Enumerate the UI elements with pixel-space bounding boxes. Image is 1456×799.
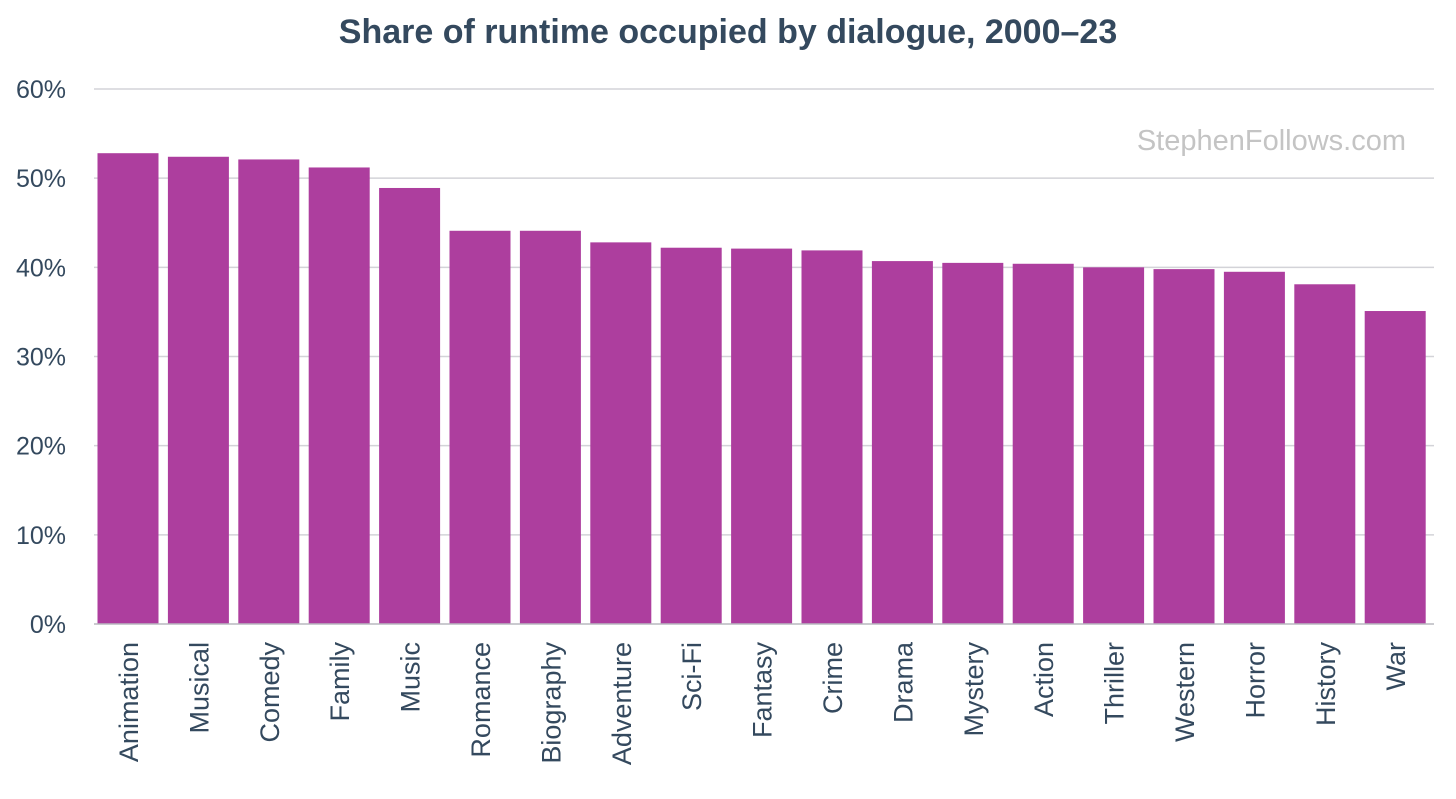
- chart-title: Share of runtime occupied by dialogue, 2…: [339, 13, 1117, 51]
- x-category-label: Family: [325, 642, 355, 722]
- y-tick-label: 0%: [30, 611, 66, 639]
- watermark: StephenFollows.com: [1137, 125, 1406, 157]
- x-category-label: Drama: [888, 641, 918, 723]
- bar-crime: [801, 250, 863, 624]
- bar-adventure: [590, 242, 652, 624]
- x-category-label: War: [1381, 642, 1411, 691]
- bar-thriller: [1083, 267, 1145, 624]
- bar-drama: [871, 261, 933, 624]
- bar-musical: [167, 156, 229, 624]
- bar-horror: [1223, 271, 1285, 624]
- bar-romance: [449, 230, 511, 624]
- x-category-label: Horror: [1240, 642, 1270, 719]
- bars: [97, 153, 1426, 625]
- x-category-label: Biography: [536, 642, 566, 764]
- bar-western: [1153, 269, 1215, 624]
- x-category-label: Fantasy: [748, 642, 778, 739]
- bar-comedy: [238, 159, 300, 625]
- bar-music: [379, 187, 441, 624]
- y-tick-label: 20%: [16, 433, 66, 461]
- y-tick-label: 10%: [16, 522, 66, 550]
- x-category-label: History: [1311, 642, 1341, 727]
- y-axis-tick-labels: 0% 10% 20% 30% 40% 50% 60%: [16, 76, 66, 639]
- x-category-label: Sci-Fi: [677, 642, 707, 711]
- x-category-label: Action: [1029, 642, 1059, 717]
- x-category-label: Western: [1170, 642, 1200, 742]
- bar-biography: [519, 230, 581, 624]
- bar-sci-fi: [660, 247, 722, 624]
- x-category-label: Comedy: [255, 642, 285, 743]
- x-category-label: Mystery: [959, 642, 989, 737]
- x-category-label: Adventure: [607, 642, 637, 765]
- bar-animation: [97, 153, 159, 624]
- x-category-label: Crime: [818, 642, 848, 714]
- x-axis-category-labels: Animation Musical Comedy Family Music Romance…: [114, 641, 1411, 765]
- bar-history: [1294, 284, 1356, 624]
- y-tick-label: 40%: [16, 254, 66, 282]
- x-category-label: Thriller: [1100, 642, 1130, 725]
- y-tick-label: 30%: [16, 344, 66, 372]
- y-tick-label: 60%: [16, 76, 66, 104]
- bar-family: [308, 167, 370, 624]
- bar-fantasy: [731, 248, 793, 624]
- y-tick-label: 50%: [16, 165, 66, 193]
- x-category-label: Music: [396, 642, 426, 713]
- x-category-label: Romance: [466, 642, 496, 758]
- x-category-label: Musical: [184, 642, 214, 734]
- bar-war: [1364, 311, 1426, 624]
- x-category-label: Animation: [114, 642, 144, 762]
- bar-action: [1012, 263, 1074, 624]
- bar-mystery: [942, 262, 1004, 624]
